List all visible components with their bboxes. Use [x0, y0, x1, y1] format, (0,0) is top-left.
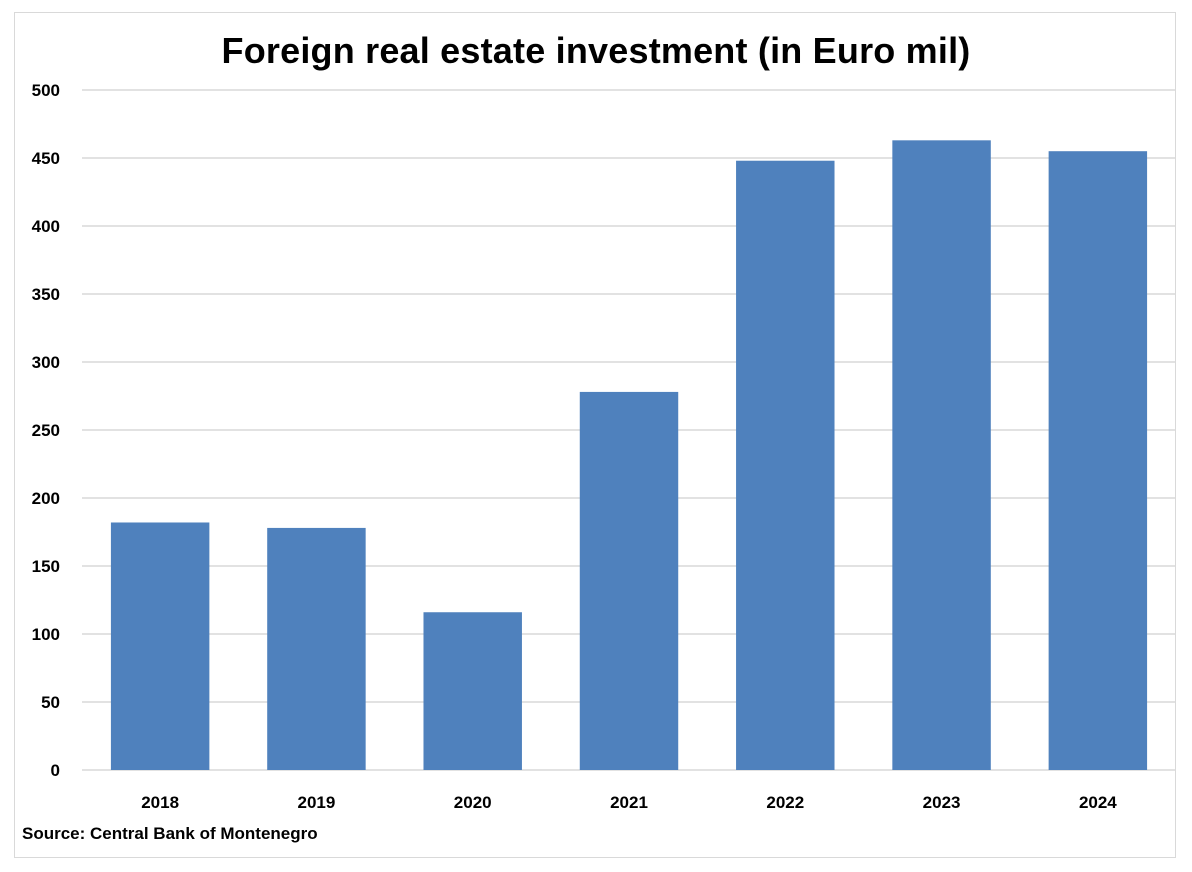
y-axis-tick-labels: 0 50 100 150 200 250 300 350 400 450 500: [32, 81, 60, 780]
y-tick-label: 450: [32, 149, 60, 168]
chart-title: Foreign real estate investment (in Euro …: [221, 30, 971, 71]
y-tick-label: 400: [32, 217, 60, 236]
x-tick-label: 2020: [454, 793, 492, 812]
x-tick-label: 2021: [610, 793, 648, 812]
y-tick-label: 150: [32, 557, 60, 576]
y-tick-label: 200: [32, 489, 60, 508]
x-tick-label: 2024: [1079, 793, 1117, 812]
y-tick-label: 0: [51, 761, 60, 780]
y-tick-label: 500: [32, 81, 60, 100]
bar-2023: [892, 140, 991, 770]
bar-2022: [736, 160, 835, 771]
bar-2018: [110, 522, 210, 770]
x-tick-label: 2019: [298, 793, 336, 812]
bar-2020: [423, 612, 522, 770]
y-tick-label: 300: [32, 353, 60, 372]
bar-2021: [579, 391, 679, 770]
y-tick-label: 100: [32, 625, 60, 644]
x-tick-label: 2018: [141, 793, 179, 812]
x-tick-label: 2023: [923, 793, 961, 812]
y-tick-label: 50: [41, 693, 60, 712]
bar-2019: [267, 527, 366, 770]
bar-2024: [1048, 151, 1148, 770]
x-axis-tick-labels: 2018 2019 2020 2021 2022 2023 2024: [141, 793, 1117, 812]
bars: [110, 140, 1148, 771]
x-tick-label: 2022: [766, 793, 804, 812]
y-tick-label: 250: [32, 421, 60, 440]
source-note: Source: Central Bank of Montenegro: [22, 824, 318, 843]
y-tick-label: 350: [32, 285, 60, 304]
